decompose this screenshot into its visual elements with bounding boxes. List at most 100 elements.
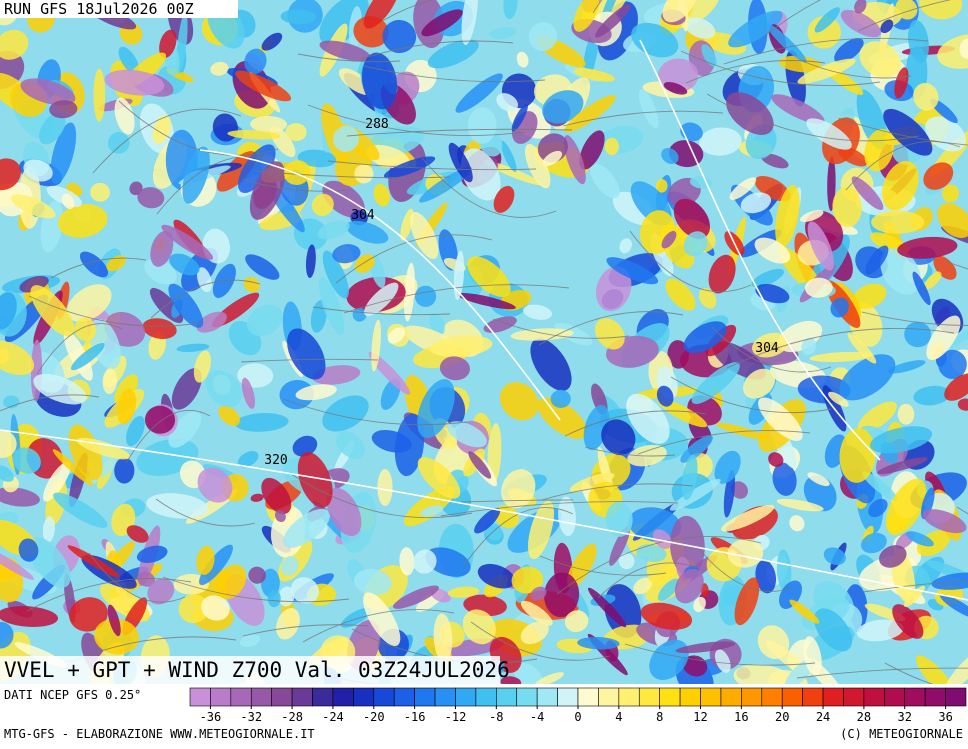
streamline [562, 110, 724, 127]
field-blob [544, 572, 580, 618]
field-blob [723, 470, 735, 518]
contour-line [199, 149, 561, 421]
field-blob [510, 328, 574, 341]
colorbar-swatch [618, 687, 640, 707]
field-blob [196, 545, 215, 575]
field-blob [789, 599, 820, 624]
streamline [538, 311, 684, 346]
colorbar-swatch [924, 687, 946, 707]
field-blob [116, 388, 137, 425]
field-blob [455, 73, 503, 113]
streamline [706, 93, 920, 142]
colorbar-swatch [679, 687, 701, 707]
field-blob [652, 529, 672, 549]
field-blob [0, 292, 17, 330]
field-blob [67, 284, 112, 322]
field-blob [573, 68, 616, 82]
field-blob [840, 9, 882, 38]
streamline [297, 53, 401, 63]
field-blob [631, 22, 679, 58]
colorbar-swatch [210, 687, 232, 707]
field-blob [689, 176, 713, 189]
field-blob [144, 258, 177, 285]
field-blob [887, 360, 926, 374]
field-blob [483, 316, 517, 333]
field-blob [152, 115, 172, 144]
field-blob [864, 128, 894, 172]
streamline [381, 0, 434, 22]
field-blob [680, 435, 713, 463]
field-blob [169, 253, 200, 276]
field-blob [729, 177, 757, 200]
streamline [670, 376, 832, 414]
colorbar-swatch [741, 687, 763, 707]
colorbar-swatch [496, 687, 518, 707]
field-blob [814, 7, 840, 33]
field-blob [752, 332, 789, 358]
field-blob [499, 382, 539, 421]
field-blob [496, 93, 519, 112]
field-blob [23, 159, 53, 182]
field-blob [107, 132, 130, 154]
field-blob [417, 379, 455, 439]
field-blob [420, 505, 444, 517]
field-blob [93, 68, 106, 122]
field-blob [804, 277, 833, 298]
field-blob [806, 118, 852, 150]
field-blob [283, 508, 331, 548]
field-blob [201, 595, 230, 621]
streamline [680, 50, 881, 87]
field-blob [714, 450, 741, 484]
streamline [92, 108, 242, 174]
field-blob [126, 415, 145, 447]
field-blob [868, 498, 888, 518]
field-blob [467, 107, 497, 144]
field-blob [923, 271, 942, 290]
colorbar-swatch [884, 687, 906, 707]
header-box [0, 0, 238, 18]
map-title: VVEL + GPT + WIND Z700 Val. 03Z24JUL2026 [4, 658, 510, 682]
field-blob [674, 568, 704, 604]
field-blob [675, 641, 736, 654]
field-blob [880, 19, 894, 34]
field-blob [102, 368, 118, 395]
field-blob [944, 373, 968, 401]
colorbar: -36 -32 -28 -24 -20 -16 -12 -8 -4 0 4 8 12 16 20 24 28 32… [189, 687, 967, 724]
field-blob [137, 571, 156, 587]
colorbar-swatch [353, 687, 375, 707]
colorbar-swatch [598, 687, 620, 707]
streamline [0, 394, 100, 412]
field-blob [176, 343, 210, 353]
field-blob [595, 4, 631, 38]
colorbar-tick-label: -32 [240, 710, 262, 724]
field-blob [94, 618, 140, 655]
field-blob [558, 496, 576, 537]
colorbar-swatch [659, 687, 681, 707]
field-blob [12, 447, 41, 474]
field-blob [243, 276, 260, 293]
field-blob [18, 538, 39, 562]
colorbar-swatch [189, 687, 211, 707]
field-blob [854, 0, 867, 14]
field-blob [754, 175, 791, 202]
field-blob [730, 481, 748, 499]
colorbar-tick-label: 20 [775, 710, 789, 724]
field-blob [839, 354, 896, 401]
field-blob [514, 662, 544, 684]
field-blob [346, 220, 389, 244]
streamline [421, 157, 557, 218]
field-blob [239, 634, 261, 648]
field-blob [403, 262, 415, 322]
field-blob [63, 330, 93, 381]
colorbar-swatch [802, 687, 824, 707]
field-blob [248, 566, 266, 584]
streamline [629, 230, 752, 293]
field-blob [714, 649, 731, 673]
contour-label: 304 [755, 341, 779, 356]
field-blob [758, 397, 803, 441]
field-blob [626, 393, 670, 444]
contour-line [0, 429, 968, 601]
field-blob [218, 405, 241, 426]
field-blob [693, 596, 706, 613]
streamline [254, 170, 451, 179]
